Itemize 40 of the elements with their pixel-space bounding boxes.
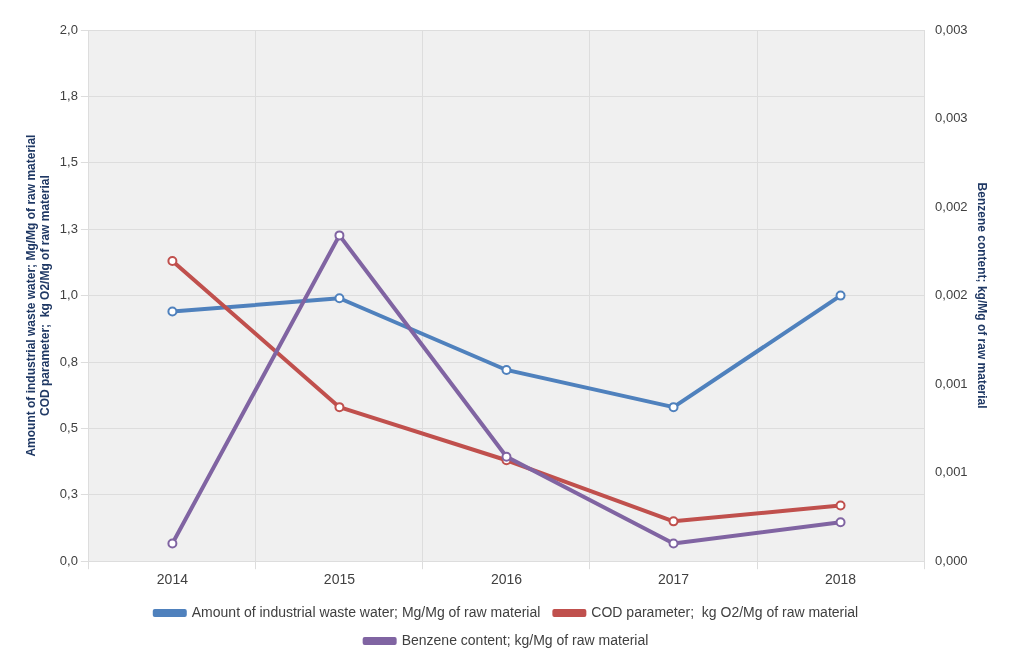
- y2-tick-label: 0,002: [935, 198, 968, 214]
- point: [835, 290, 846, 301]
- y2-tick-label: 0,000: [935, 552, 968, 568]
- legend-label: Amount of industrial waste water; Mg/Mg of raw material: [191, 603, 541, 620]
- y2-axis-title: Benzene content; kg/Mg of raw material: [975, 182, 990, 409]
- y-tick-label: 1,3: [59, 220, 78, 236]
- point: [668, 402, 679, 413]
- x-tick-label: 2017: [657, 571, 690, 588]
- y-tick-label: 1,5: [59, 154, 78, 170]
- y2-tick-label: 0,003: [935, 21, 968, 37]
- legend-label: COD parameter; kg O2/Mg of raw material: [591, 603, 859, 620]
- point: [835, 517, 846, 528]
- x-tick-label: 2016: [490, 571, 523, 588]
- point: [668, 538, 679, 549]
- y-tick-label: 1,0: [59, 287, 78, 303]
- point: [334, 293, 345, 304]
- x-tick-label: 2018: [824, 571, 857, 588]
- y2-tick-label: 0,002: [935, 287, 968, 303]
- y2-tick-label: 0,001: [935, 464, 968, 480]
- y-axis-title: Amount of industrial waste water; Mg/Mg of raw material COD parameter; kg O2/Mg of raw material: [23, 134, 52, 457]
- y-tick-label: 1,8: [59, 87, 78, 103]
- legend-label: Benzene content; kg/Mg of raw material: [401, 631, 649, 648]
- y-tick-label: 0,5: [59, 419, 78, 435]
- point: [167, 256, 178, 267]
- point: [668, 516, 679, 527]
- y-tick-label: 2,0: [59, 21, 78, 37]
- y2-tick-label: 0,003: [935, 110, 968, 126]
- y-tick-label: 0,0: [59, 552, 78, 568]
- y-tick-label: 0,8: [59, 353, 78, 369]
- point: [334, 230, 345, 241]
- x-tick-label: 2014: [156, 571, 189, 588]
- point: [501, 451, 512, 462]
- point: [835, 500, 846, 511]
- point: [501, 364, 512, 375]
- y2-tick-label: 0,001: [935, 375, 968, 391]
- point: [167, 538, 178, 549]
- y-tick-label: 0,3: [59, 486, 78, 502]
- x-tick-label: 2015: [323, 571, 356, 588]
- point: [334, 402, 345, 413]
- point: [167, 306, 178, 317]
